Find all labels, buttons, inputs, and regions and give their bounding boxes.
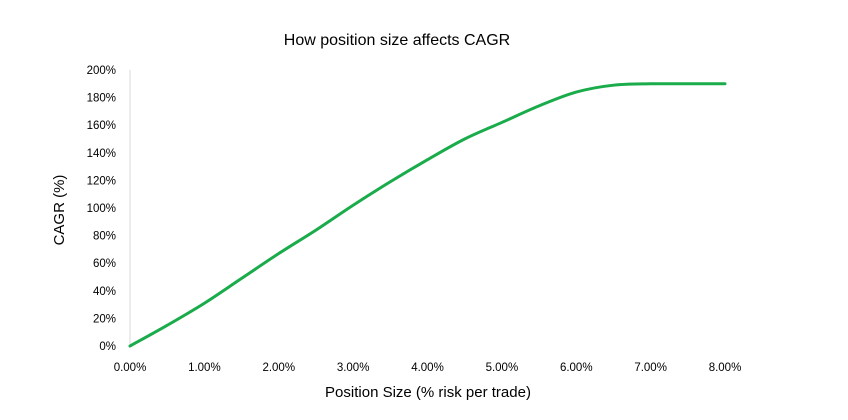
- x-tick-label: 3.00%: [337, 362, 370, 374]
- x-tick-label: 8.00%: [709, 362, 742, 374]
- y-tick-labels: 0% 20% 40% 60% 80% 100% 120% 140% 160% 180% 200%: [87, 65, 116, 353]
- series-line: [128, 82, 727, 348]
- y-tick-label: 120%: [87, 175, 116, 187]
- chart-title: How position size affects CAGR: [284, 32, 510, 49]
- x-tick-label: 7.00%: [634, 362, 667, 374]
- x-tick-label: 0.00%: [114, 362, 147, 374]
- y-tick-label: 180%: [87, 93, 116, 105]
- y-axis-title: CAGR (%): [51, 175, 68, 246]
- x-tick-labels: 0.00% 1.00% 2.00% 3.00% 4.00% 5.00% 6.00% 7.00%…: [114, 362, 742, 374]
- x-tick-label: 1.00%: [188, 362, 221, 374]
- y-tick-label: 40%: [93, 286, 116, 298]
- x-tick-label: 5.00%: [486, 362, 519, 374]
- y-tick-label: 20%: [93, 313, 116, 325]
- x-axis-title: Position Size (% risk per trade): [325, 384, 531, 401]
- series-layer: [128, 82, 727, 348]
- y-tick-label: 0%: [99, 341, 116, 353]
- y-tick-label: 80%: [93, 231, 116, 243]
- y-tick-label: 160%: [87, 120, 116, 132]
- y-tick-label: 200%: [87, 65, 116, 77]
- x-tick-label: 2.00%: [262, 362, 295, 374]
- y-tick-label: 60%: [93, 258, 116, 270]
- y-tick-label: 100%: [87, 203, 116, 215]
- x-tick-label: 6.00%: [560, 362, 593, 374]
- x-tick-label: 4.00%: [411, 362, 444, 374]
- y-tick-label: 140%: [87, 148, 116, 160]
